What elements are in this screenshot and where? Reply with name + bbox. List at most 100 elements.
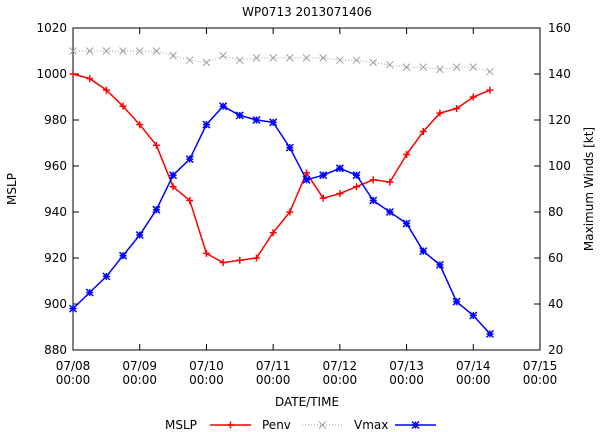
data-point [402,63,411,71]
data-point [135,47,144,55]
data-point [202,249,210,257]
series-vmax [69,47,494,76]
data-point [69,47,77,55]
y2-tick-label: 100 [548,159,571,173]
data-point [102,86,110,94]
y-tick-label: 900 [44,297,67,311]
data-point [136,121,144,129]
data-point [419,63,428,71]
data-point [152,141,160,149]
y-tick-label: 960 [44,159,67,173]
data-point [252,54,261,62]
x-tick-label-date: 07/12 [323,359,358,373]
data-point [419,247,428,256]
data-point [335,164,344,173]
data-point [69,70,77,78]
x-tick-label-time: 00:00 [323,373,358,387]
series-line [72,73,491,264]
data-point [402,219,411,228]
data-point [286,208,294,216]
data-point [469,63,478,71]
x-axis-title: DATE/TIME [275,395,339,409]
data-point [102,272,111,281]
data-point [152,47,161,55]
x-tick-label-time: 00:00 [56,373,91,387]
data-point [202,58,211,67]
legend-marker [227,421,234,429]
data-point [269,54,277,62]
data-point [336,190,344,198]
data-point [236,256,244,264]
x-tick-label-time: 00:00 [256,373,291,387]
legend-label: Vmax [354,418,388,432]
data-point [303,169,310,177]
x-tick-label-time: 00:00 [189,373,224,387]
data-point [436,109,444,117]
y2-tick-label: 140 [548,67,571,81]
data-point [86,75,94,83]
data-point [285,54,294,62]
data-point [485,329,494,338]
data-point [219,259,227,267]
y-tick-label: 920 [44,251,67,265]
data-point [185,155,194,164]
data-point [119,102,127,110]
data-point [252,115,261,125]
chart-title: WP0713 2013071406 [242,5,372,19]
x-tick-label-time: 00:00 [456,373,491,387]
data-point [169,171,178,180]
data-point [235,111,244,120]
data-point [319,194,327,202]
data-point [369,196,378,205]
data-point [435,260,444,269]
plot-frame [72,27,541,351]
data-point [386,178,394,186]
data-point [219,102,228,111]
y2-tick-label: 20 [548,343,563,357]
data-point [186,197,194,204]
data-point [185,56,194,65]
x-tick-label-time: 00:00 [389,373,424,387]
data-point [102,47,111,55]
data-point [302,54,311,62]
axis-ticks: 880 900 920 940 960 980 1000 1020 20 40 60 80 100 120… [36,21,570,387]
x-tick-label-date: 07/11 [256,359,291,373]
data-point [119,251,128,260]
y-tick-label: 940 [44,205,67,219]
series-unnamed-3 [68,102,494,338]
legend-marker [318,421,327,429]
data-point [403,151,411,158]
data-point [235,56,244,65]
data-point [85,47,94,55]
data-point [85,288,94,297]
data-point [319,54,328,62]
data-point [119,47,127,55]
data-point [386,60,394,69]
series-line [72,105,491,335]
data-point [269,118,278,127]
data-point [336,56,344,65]
data-point [352,56,361,65]
y2-tick-label: 80 [548,205,563,219]
y-axis-title: MSLP [5,173,19,205]
data-point [486,67,494,76]
x-tick-label-date: 07/14 [456,359,491,373]
data-point [353,183,361,191]
y-tick-label: 980 [44,113,67,127]
data-point [369,58,378,67]
y2-tick-label: 40 [548,297,563,311]
series-penv [69,70,494,267]
x-tick-label-date: 07/15 [523,359,558,373]
x-tick-label-date: 07/08 [56,359,91,373]
y-tick-label: 880 [44,343,67,357]
data-point [436,65,444,74]
data-point [385,207,394,217]
y2-tick-label: 160 [548,21,571,35]
x-tick-label-date: 07/10 [189,359,224,373]
x-tick-label-time: 00:00 [122,373,157,387]
data-point [302,175,311,184]
data-point [135,230,144,240]
legend-label: MSLP [165,418,197,432]
data-point [453,105,461,112]
data-point [469,93,477,101]
